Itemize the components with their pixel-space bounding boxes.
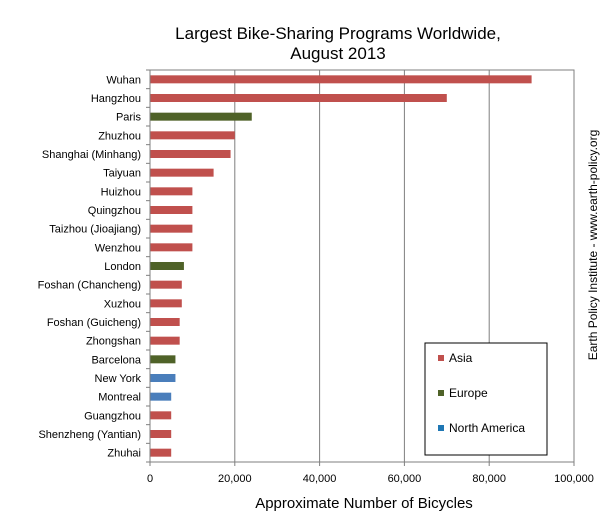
- category-label: New York: [95, 373, 142, 385]
- legend-label-asia: Asia: [449, 351, 473, 365]
- bar-zhuhai: [150, 448, 172, 457]
- bar-foshan-chancheng: [150, 280, 182, 289]
- category-labels: Wuhan Hangzhou Paris Zhuzhou Shanghai (Minha…: [38, 74, 142, 459]
- category-label: Zhuzhou: [98, 130, 141, 142]
- legend-swatch-north-america: [438, 425, 444, 431]
- category-label: Shanghai (Minhang): [42, 149, 141, 161]
- bar-huizhou: [150, 187, 193, 196]
- bar-zhuzhou: [150, 131, 235, 140]
- bars: [150, 75, 532, 457]
- category-label: Foshan (Chancheng): [38, 280, 141, 292]
- chart-title: Largest Bike-Sharing Programs Worldwide,…: [175, 24, 501, 63]
- legend-box: [424, 342, 548, 456]
- legend-label-north-america: North America: [449, 421, 525, 435]
- category-label: Hangzhou: [91, 93, 141, 105]
- category-label: Taiyuan: [103, 168, 141, 180]
- category-label: London: [104, 261, 141, 273]
- category-label: Taizhou (Jioajiang): [49, 224, 141, 236]
- category-label: Paris: [116, 112, 142, 124]
- category-label: Guangzhou: [84, 410, 141, 422]
- legend-label-europe: Europe: [449, 386, 488, 400]
- category-label: Xuzhou: [104, 298, 141, 310]
- bar-taizhou-jioajiang: [150, 224, 193, 233]
- chart-title-line-2: August 2013: [290, 44, 385, 63]
- axes: [146, 69, 575, 466]
- bar-wuhan: [150, 75, 532, 84]
- bar-xuzhou: [150, 299, 182, 308]
- source-note: Earth Policy Institute - www.earth-polic…: [586, 130, 600, 361]
- category-label: Barcelona: [91, 354, 141, 366]
- x-tick-label: 0: [147, 473, 153, 485]
- x-tick-label: 40,000: [303, 473, 337, 485]
- legend-swatch-europe: [438, 390, 444, 396]
- bar-london: [150, 262, 184, 270]
- x-tick-label: 20,000: [218, 473, 252, 485]
- bar-taiyuan: [150, 168, 214, 177]
- category-label: Wuhan: [106, 74, 141, 86]
- bar-barcelona: [150, 355, 176, 364]
- bar-paris: [150, 112, 252, 121]
- category-label: Zhuhai: [107, 448, 141, 460]
- category-label: Shenzheng (Yantian): [38, 429, 141, 441]
- legend-swatch-asia: [438, 355, 444, 361]
- legend: Asia Europe North America: [424, 342, 548, 456]
- bar-hangzhou: [150, 94, 447, 102]
- bar-shanghai-minhang: [150, 150, 231, 158]
- x-axis-title: Approximate Number of Bicycles: [255, 495, 473, 512]
- bar-new-york: [150, 374, 176, 382]
- category-label: Foshan (Guicheng): [47, 317, 141, 329]
- category-label: Quingzhou: [88, 205, 141, 217]
- category-label: Zhongshan: [86, 336, 141, 348]
- bar-wenzhou: [150, 243, 193, 252]
- bar-quingzhou: [150, 206, 193, 214]
- category-label: Montreal: [98, 392, 141, 404]
- category-label: Wenzhou: [95, 242, 141, 254]
- bar-shenzheng-yantian: [150, 430, 172, 438]
- x-tick-label: 60,000: [388, 473, 422, 485]
- x-tick-label: 80,000: [472, 473, 506, 485]
- bar-zhongshan: [150, 336, 180, 345]
- bar-montreal: [150, 392, 172, 401]
- x-tick-labels: 0 20,000 40,000 60,000 80,000 100,000: [147, 473, 594, 485]
- bar-guangzhou: [150, 411, 172, 420]
- category-label: Huizhou: [101, 186, 141, 198]
- x-tick-label: 100,000: [554, 473, 594, 485]
- chart-title-line-1: Largest Bike-Sharing Programs Worldwide,: [175, 24, 501, 43]
- bar-foshan-guicheng: [150, 318, 180, 326]
